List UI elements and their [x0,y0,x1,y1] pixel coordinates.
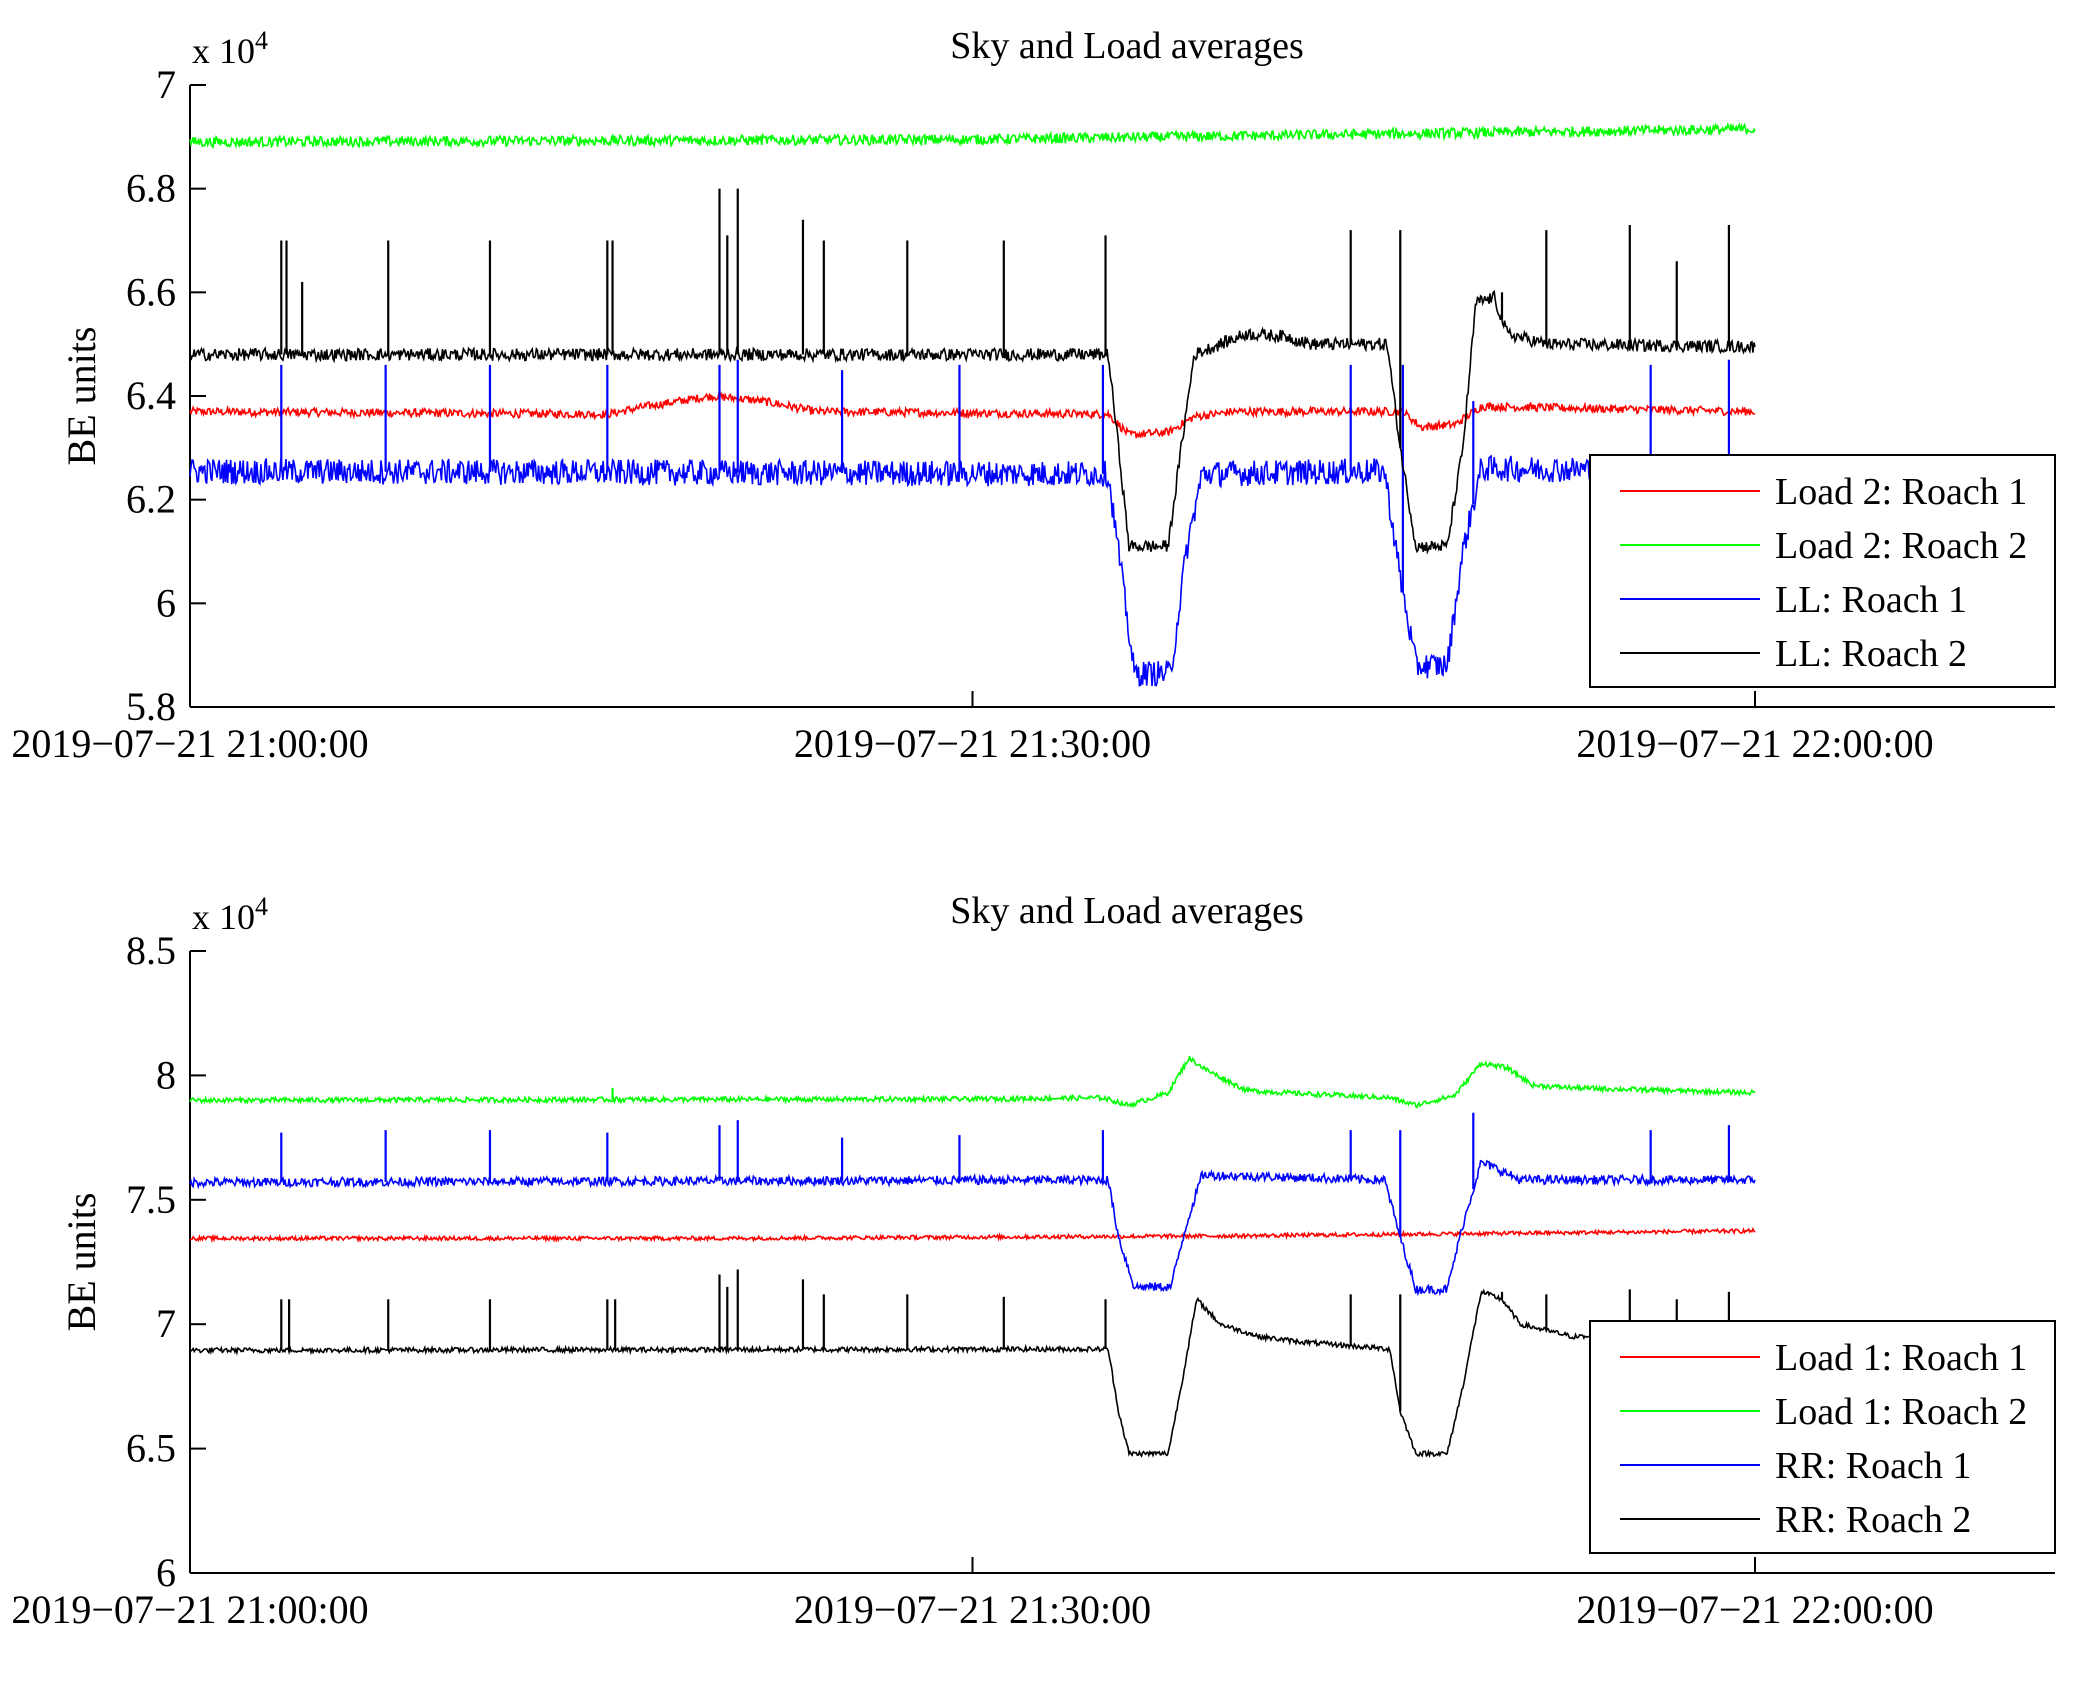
series-line-2 [189,1055,1756,1109]
chart-title: Sky and Load averages [950,890,1304,932]
y-axis-title: BE units [59,1193,104,1332]
series-line-3 [189,454,1756,687]
y-scale-base: x 10 [192,31,255,71]
legend-label-3: RR: Roach 1 [1775,1445,1971,1487]
series-line-2 [189,122,1756,150]
chart-title: Sky and Load averages [950,25,1304,67]
legend-label-4: RR: Roach 2 [1775,1499,1971,1541]
x-tick-label: 2019−07−21 22:00:00 [1576,721,1933,766]
x-tick-label: 2019−07−21 22:00:00 [1576,1587,1933,1632]
series-line-4 [189,1288,1756,1459]
series-line-1 [189,391,1756,439]
legend-label-1: Load 2: Roach 1 [1775,471,2027,513]
chart-panel-1: Sky and Load averages x 104 5.8 6 6.2 6.4 6.6 6… [11,25,2056,766]
y-scale-exponent: 4 [255,26,268,55]
y-axis-title: BE units [59,327,104,466]
y-tick-label: 7 [156,1301,176,1346]
y-tick-label: 6 [156,1550,176,1595]
legend-box [1589,454,2056,688]
legend-box [1589,1320,2056,1554]
legend-label-1: Load 1: Roach 1 [1775,1337,2027,1379]
legend-label-4: LL: Roach 2 [1775,633,1967,675]
y-tick-label: 6.4 [126,373,176,418]
x-tick-label: 2019−07−21 21:30:00 [794,1587,1151,1632]
y-tick-label: 6.2 [126,477,176,522]
legend: Load 2: Roach 1 Load 2: Roach 2 LL: Roach … [1589,454,2056,688]
y-tick-label: 7.5 [126,1177,176,1222]
legend-label-3: LL: Roach 1 [1775,579,1967,621]
series-line-3 [189,1159,1756,1297]
series-line-1 [189,1227,1756,1244]
x-tick-label: 2019−07−21 21:00:00 [11,1587,368,1632]
legend: Load 1: Roach 1 Load 1: Roach 2 RR: Roach … [1589,1320,2056,1554]
y-scale-multiplier: x 104 [192,26,268,71]
y-tick-label: 6.6 [126,269,176,314]
y-tick-label: 8.5 [126,928,176,973]
x-tick-label: 2019−07−21 21:00:00 [11,721,368,766]
legend-label-2: Load 1: Roach 2 [1775,1391,2027,1433]
series-line-4 [189,289,1756,555]
y-scale-exponent: 4 [255,892,268,921]
y-tick-label: 7 [156,62,176,107]
y-tick-label: 8 [156,1052,176,1097]
chart-panel-2: Sky and Load averages x 104 6 6.5 7 7.5 8 8.5 20… [11,890,2056,1632]
y-tick-label: 5.8 [126,684,176,729]
legend-label-2: Load 2: Roach 2 [1775,525,2027,567]
y-tick-label: 6 [156,580,176,625]
x-tick-label: 2019−07−21 21:30:00 [794,721,1151,766]
y-scale-base: x 10 [192,897,255,937]
y-scale-multiplier: x 104 [192,892,268,937]
y-tick-label: 6.5 [126,1426,176,1471]
y-tick-label: 6.8 [126,166,176,211]
